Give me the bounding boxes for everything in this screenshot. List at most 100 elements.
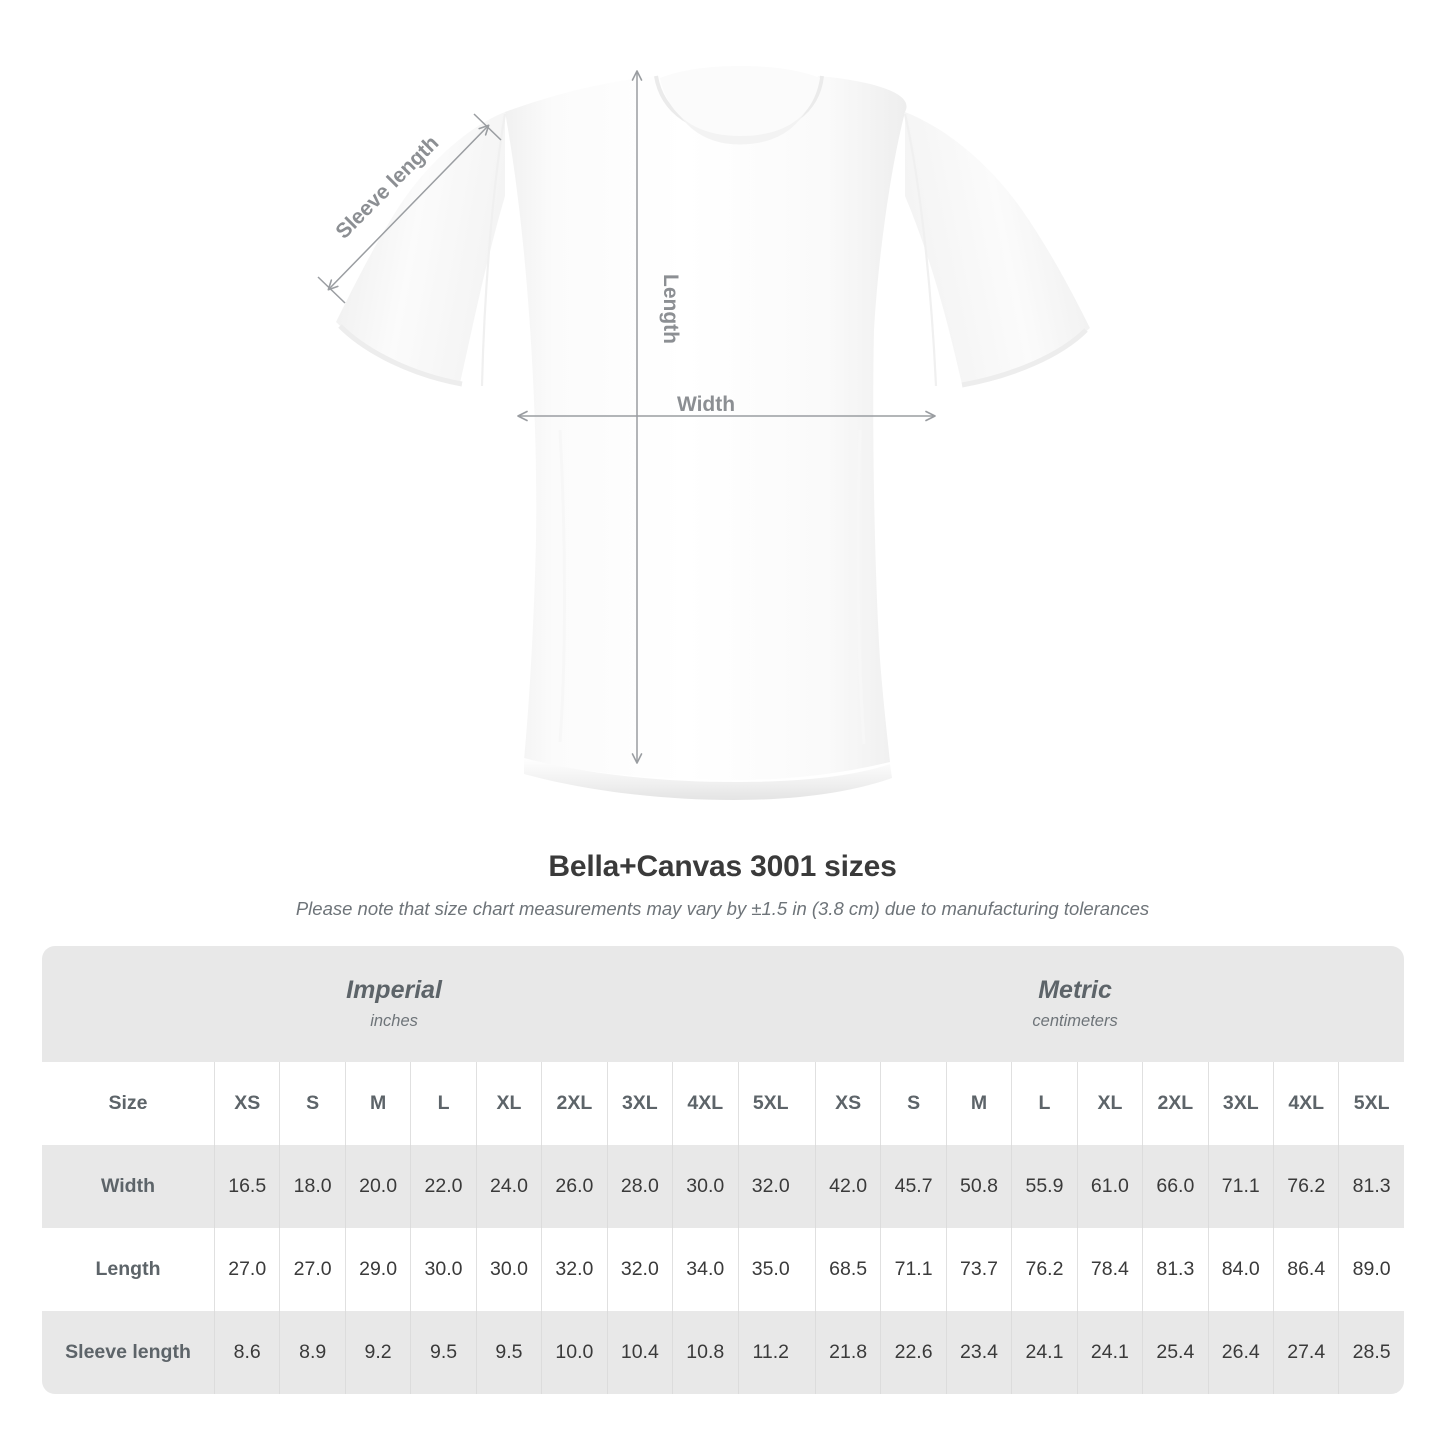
measurement-cell: 8.9 [279, 1311, 344, 1394]
measurement-cell: 29.0 [344, 1228, 410, 1311]
unit-group-metric-name: Metric [1038, 975, 1112, 1004]
measurement-cell: 23.4 [945, 1311, 1011, 1394]
row-label-sleeve-length: Sleeve length [65, 1341, 191, 1363]
table-row-length: Length 27.0 27.0 29.0 30.0 30.0 32.0 32.0 34.0 3… [42, 1228, 1404, 1311]
table-row-sleeve-length: Sleeve length 8.6 8.9 9.2 9.5 9.5 10.0 10.4 10.… [42, 1311, 1404, 1394]
sleeve-length-cells: 8.6 8.9 9.2 9.5 9.5 10.0 10.4 10.8 11.2 21.8 22.6 2… [214, 1311, 1404, 1394]
page-title: Bella+Canvas 3001 sizes [548, 850, 897, 883]
unit-group-divider [802, 1145, 815, 1228]
size-header-cell: 5XL [737, 1062, 803, 1145]
measurement-cell: 24.1 [1011, 1311, 1076, 1394]
measurement-cell: 21.8 [814, 1311, 880, 1394]
size-header-cell: M [945, 1062, 1011, 1145]
measurement-cell: 30.0 [475, 1228, 541, 1311]
measurement-cell: 26.4 [1207, 1311, 1273, 1394]
measurement-cell: 24.0 [475, 1145, 541, 1228]
size-header-cell: L [1011, 1062, 1076, 1145]
measurement-cell: 10.0 [541, 1311, 606, 1394]
size-header-cell: M [344, 1062, 410, 1145]
measurement-cell: 71.1 [1207, 1145, 1273, 1228]
tshirt-shape [336, 66, 1090, 800]
measurement-cell: 86.4 [1273, 1228, 1338, 1311]
measurement-cell: 28.5 [1338, 1311, 1403, 1394]
measurement-cell: 32.0 [606, 1228, 672, 1311]
measurement-cell: 61.0 [1076, 1145, 1142, 1228]
unit-group-metric-sub: centimeters [1032, 1012, 1118, 1031]
measurement-cell: 32.0 [737, 1145, 803, 1228]
size-header-cell: XL [475, 1062, 541, 1145]
measurement-cell: 73.7 [945, 1228, 1011, 1311]
size-header-cell: 4XL [672, 1062, 737, 1145]
measurement-cell: 84.0 [1207, 1228, 1273, 1311]
measurement-cell: 18.0 [279, 1145, 344, 1228]
measurement-cell: 27.0 [279, 1228, 344, 1311]
measurement-cell: 34.0 [672, 1228, 737, 1311]
measurement-cell: 42.0 [814, 1145, 880, 1228]
measurement-cell: 76.2 [1011, 1228, 1076, 1311]
measurement-cell: 78.4 [1076, 1228, 1142, 1311]
measurement-cell: 68.5 [814, 1228, 880, 1311]
measurement-cell: 26.0 [541, 1145, 606, 1228]
measurement-cell: 16.5 [214, 1145, 279, 1228]
size-header-cell: XS [214, 1062, 279, 1145]
measurement-cell: 20.0 [344, 1145, 410, 1228]
unit-group-divider [803, 1062, 815, 1145]
measurement-cell: 81.3 [1338, 1145, 1403, 1228]
measurement-cell: 30.0 [672, 1145, 737, 1228]
width-cells: 16.5 18.0 20.0 22.0 24.0 26.0 28.0 30.0 32.0 42.0… [214, 1145, 1404, 1228]
measurement-cell: 71.1 [880, 1228, 945, 1311]
size-header-cell: 3XL [1207, 1062, 1273, 1145]
length-label: Length [659, 274, 682, 344]
measurement-cell: 22.6 [880, 1311, 945, 1394]
measurement-cell: 50.8 [945, 1145, 1011, 1228]
measurement-cell: 55.9 [1011, 1145, 1076, 1228]
unit-group-divider [803, 1228, 815, 1311]
unit-group-imperial-name: Imperial [346, 975, 442, 1004]
size-header-cell: XL [1076, 1062, 1142, 1145]
size-header-cell: XS [814, 1062, 880, 1145]
measurement-arrows [317, 70, 936, 764]
measurement-cell: 8.6 [214, 1311, 279, 1394]
measurement-cell: 27.4 [1273, 1311, 1338, 1394]
measurement-cell: 76.2 [1273, 1145, 1338, 1228]
size-header-cell: 3XL [606, 1062, 672, 1145]
size-header-cell: L [410, 1062, 475, 1145]
size-header-cell: S [880, 1062, 945, 1145]
measurement-cell: 66.0 [1142, 1145, 1207, 1228]
sleeve-length-arrow [327, 124, 490, 291]
size-chart-table: Imperial inches Metric centimeters Size … [42, 946, 1404, 1394]
measurement-cell: 30.0 [410, 1228, 475, 1311]
length-cells: 27.0 27.0 29.0 30.0 30.0 32.0 32.0 34.0 35.0 68.5… [214, 1228, 1404, 1311]
measurement-cell: 81.3 [1142, 1228, 1207, 1311]
unit-header-row: Imperial inches Metric centimeters [42, 946, 1404, 1062]
unit-group-divider [802, 1311, 815, 1394]
tolerance-note: Please note that size chart measurements… [295, 898, 1150, 919]
measurement-cell: 25.4 [1142, 1311, 1207, 1394]
size-header-cell: 2XL [1142, 1062, 1207, 1145]
row-label-length: Length [95, 1258, 161, 1280]
row-label-size: Size [108, 1092, 148, 1114]
unit-group-imperial: Imperial inches [42, 946, 746, 1062]
table-row-size: Size XS S M L XL 2XL 3XL 4XL 5XL XS S M L XL 2XL 3XL 4XL… [42, 1062, 1404, 1145]
measurement-cell: 27.0 [214, 1228, 279, 1311]
tshirt-illustration: Sleeve length Length Width [317, 66, 1090, 800]
measurement-cell: 10.4 [606, 1311, 672, 1394]
unit-group-metric: Metric centimeters [746, 946, 1404, 1062]
measurement-cell: 35.0 [737, 1228, 803, 1311]
width-label: Width [677, 393, 735, 416]
size-header-cell: S [279, 1062, 344, 1145]
measurement-cell: 45.7 [880, 1145, 945, 1228]
measurement-cell: 10.8 [672, 1311, 737, 1394]
size-header-cell: 4XL [1273, 1062, 1338, 1145]
row-label-width: Width [101, 1175, 155, 1197]
table-row-width: Width 16.5 18.0 20.0 22.0 24.0 26.0 28.0 30.0 32… [42, 1145, 1404, 1228]
measurement-cell: 9.2 [344, 1311, 410, 1394]
measurement-cell: 24.1 [1076, 1311, 1142, 1394]
size-header-cell: 2XL [541, 1062, 606, 1145]
measurement-cell: 9.5 [475, 1311, 541, 1394]
measurement-cell: 28.0 [606, 1145, 672, 1228]
measurement-cell: 22.0 [410, 1145, 475, 1228]
measurement-cell: 9.5 [410, 1311, 475, 1394]
measurement-cell: 32.0 [541, 1228, 606, 1311]
